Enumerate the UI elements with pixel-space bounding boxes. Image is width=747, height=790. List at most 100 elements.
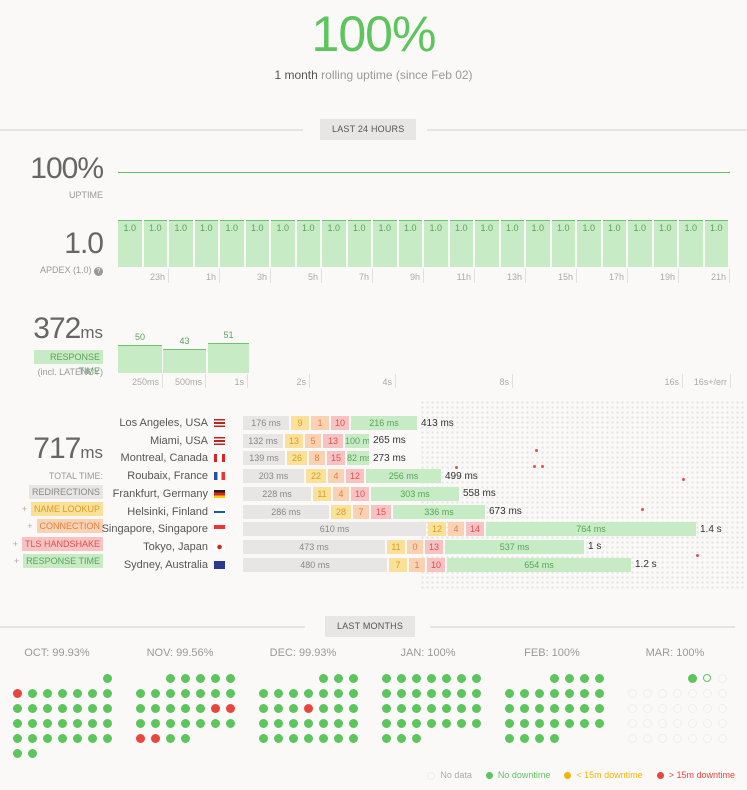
day-no-downtime[interactable] — [412, 734, 421, 743]
day-no-downtime[interactable] — [58, 719, 67, 728]
day-no-downtime[interactable] — [211, 719, 220, 728]
day-no-downtime[interactable] — [181, 689, 190, 698]
apdex-bar[interactable]: 1.0 — [194, 220, 218, 267]
apdex-bar[interactable]: 1.0 — [424, 220, 448, 267]
day-no-downtime[interactable] — [73, 719, 82, 728]
day-no-downtime[interactable] — [274, 704, 283, 713]
day-no-downtime[interactable] — [103, 704, 112, 713]
day-no-downtime[interactable] — [13, 734, 22, 743]
apdex-bar[interactable]: 1.0 — [169, 220, 193, 267]
day-no-downtime[interactable] — [259, 689, 268, 698]
day-no-downtime[interactable] — [457, 674, 466, 683]
day-no-downtime[interactable] — [166, 704, 175, 713]
day-no-downtime[interactable] — [382, 734, 391, 743]
day-no-downtime[interactable] — [397, 719, 406, 728]
day-no-downtime[interactable] — [151, 689, 160, 698]
apdex-bar[interactable]: 1.0 — [271, 220, 295, 267]
day-no-downtime[interactable] — [28, 719, 37, 728]
day-no-downtime[interactable] — [520, 719, 529, 728]
day-no-downtime[interactable] — [550, 719, 559, 728]
day-no-downtime[interactable] — [382, 719, 391, 728]
apdex-bar[interactable]: 1.0 — [577, 220, 601, 267]
day-no-downtime[interactable] — [58, 704, 67, 713]
day-no-downtime[interactable] — [196, 719, 205, 728]
apdex-bar[interactable]: 1.0 — [347, 220, 371, 267]
day-no-downtime[interactable] — [13, 749, 22, 758]
day-no-downtime[interactable] — [196, 689, 205, 698]
day-no-downtime[interactable] — [259, 734, 268, 743]
day-no-downtime[interactable] — [595, 689, 604, 698]
apdex-bar[interactable]: 1.0 — [500, 220, 524, 267]
day-no-downtime[interactable] — [427, 674, 436, 683]
day-no-downtime[interactable] — [166, 734, 175, 743]
day-no-downtime[interactable] — [334, 734, 343, 743]
day-no-downtime[interactable] — [595, 674, 604, 683]
apdex-bar[interactable]: 1.0 — [398, 220, 422, 267]
day-no-downtime[interactable] — [520, 689, 529, 698]
day-no-downtime[interactable] — [688, 674, 697, 683]
day-no-downtime[interactable] — [319, 674, 328, 683]
apdex-bar[interactable]: 1.0 — [373, 220, 397, 267]
day-no-downtime[interactable] — [427, 719, 436, 728]
day-downtime[interactable] — [304, 704, 313, 713]
day-no-downtime[interactable] — [334, 719, 343, 728]
day-no-downtime[interactable] — [550, 704, 559, 713]
day-no-downtime[interactable] — [43, 719, 52, 728]
day-no-downtime[interactable] — [442, 704, 451, 713]
day-no-downtime[interactable] — [289, 704, 298, 713]
day-no-downtime[interactable] — [211, 674, 220, 683]
day-no-downtime[interactable] — [412, 704, 421, 713]
day-no-downtime[interactable] — [397, 689, 406, 698]
apdex-bar[interactable]: 1.0 — [679, 220, 703, 267]
day-no-downtime[interactable] — [304, 734, 313, 743]
day-no-downtime[interactable] — [103, 719, 112, 728]
day-no-downtime[interactable] — [505, 719, 514, 728]
day-no-downtime[interactable] — [274, 734, 283, 743]
day-no-downtime[interactable] — [535, 704, 544, 713]
day-no-downtime[interactable] — [166, 689, 175, 698]
day-no-downtime[interactable] — [226, 719, 235, 728]
response-bar[interactable] — [163, 349, 206, 373]
day-no-downtime[interactable] — [88, 704, 97, 713]
day-no-downtime[interactable] — [88, 734, 97, 743]
apdex-bar[interactable]: 1.0 — [526, 220, 550, 267]
day-no-downtime[interactable] — [319, 719, 328, 728]
day-no-downtime[interactable] — [550, 674, 559, 683]
day-no-downtime[interactable] — [103, 674, 112, 683]
day-no-downtime[interactable] — [457, 704, 466, 713]
apdex-bar[interactable]: 1.0 — [602, 220, 626, 267]
day-no-downtime[interactable] — [289, 689, 298, 698]
day-no-downtime[interactable] — [43, 734, 52, 743]
day-no-downtime[interactable] — [472, 719, 481, 728]
day-no-downtime[interactable] — [349, 674, 358, 683]
day-no-downtime[interactable] — [43, 704, 52, 713]
day-no-downtime[interactable] — [472, 689, 481, 698]
day-downtime[interactable] — [13, 689, 22, 698]
day-no-downtime[interactable] — [580, 674, 589, 683]
day-no-downtime[interactable] — [334, 689, 343, 698]
waterfall-row[interactable]: 480 ms 7 1 10 654 ms 1.2 s — [243, 557, 657, 572]
day-no-downtime[interactable] — [397, 674, 406, 683]
day-no-downtime[interactable] — [535, 734, 544, 743]
waterfall-row[interactable]: 286 ms 28 7 15 336 ms 673 ms — [243, 504, 522, 519]
apdex-bar[interactable]: 1.0 — [220, 220, 244, 267]
day-no-downtime[interactable] — [472, 674, 481, 683]
day-no-downtime[interactable] — [13, 704, 22, 713]
response-bar[interactable] — [118, 345, 162, 373]
day-no-downtime[interactable] — [565, 719, 574, 728]
day-no-downtime[interactable] — [412, 719, 421, 728]
day-no-downtime[interactable] — [151, 704, 160, 713]
day-no-downtime[interactable] — [103, 689, 112, 698]
day-no-downtime[interactable] — [580, 704, 589, 713]
day-no-downtime[interactable] — [565, 704, 574, 713]
apdex-bar[interactable]: 1.0 — [296, 220, 320, 267]
day-no-downtime[interactable] — [136, 704, 145, 713]
apdex-bar[interactable]: 1.0 — [245, 220, 269, 267]
day-no-data[interactable] — [703, 674, 711, 682]
day-no-downtime[interactable] — [457, 719, 466, 728]
day-no-downtime[interactable] — [259, 719, 268, 728]
day-no-downtime[interactable] — [28, 734, 37, 743]
day-no-downtime[interactable] — [304, 689, 313, 698]
day-no-downtime[interactable] — [505, 734, 514, 743]
